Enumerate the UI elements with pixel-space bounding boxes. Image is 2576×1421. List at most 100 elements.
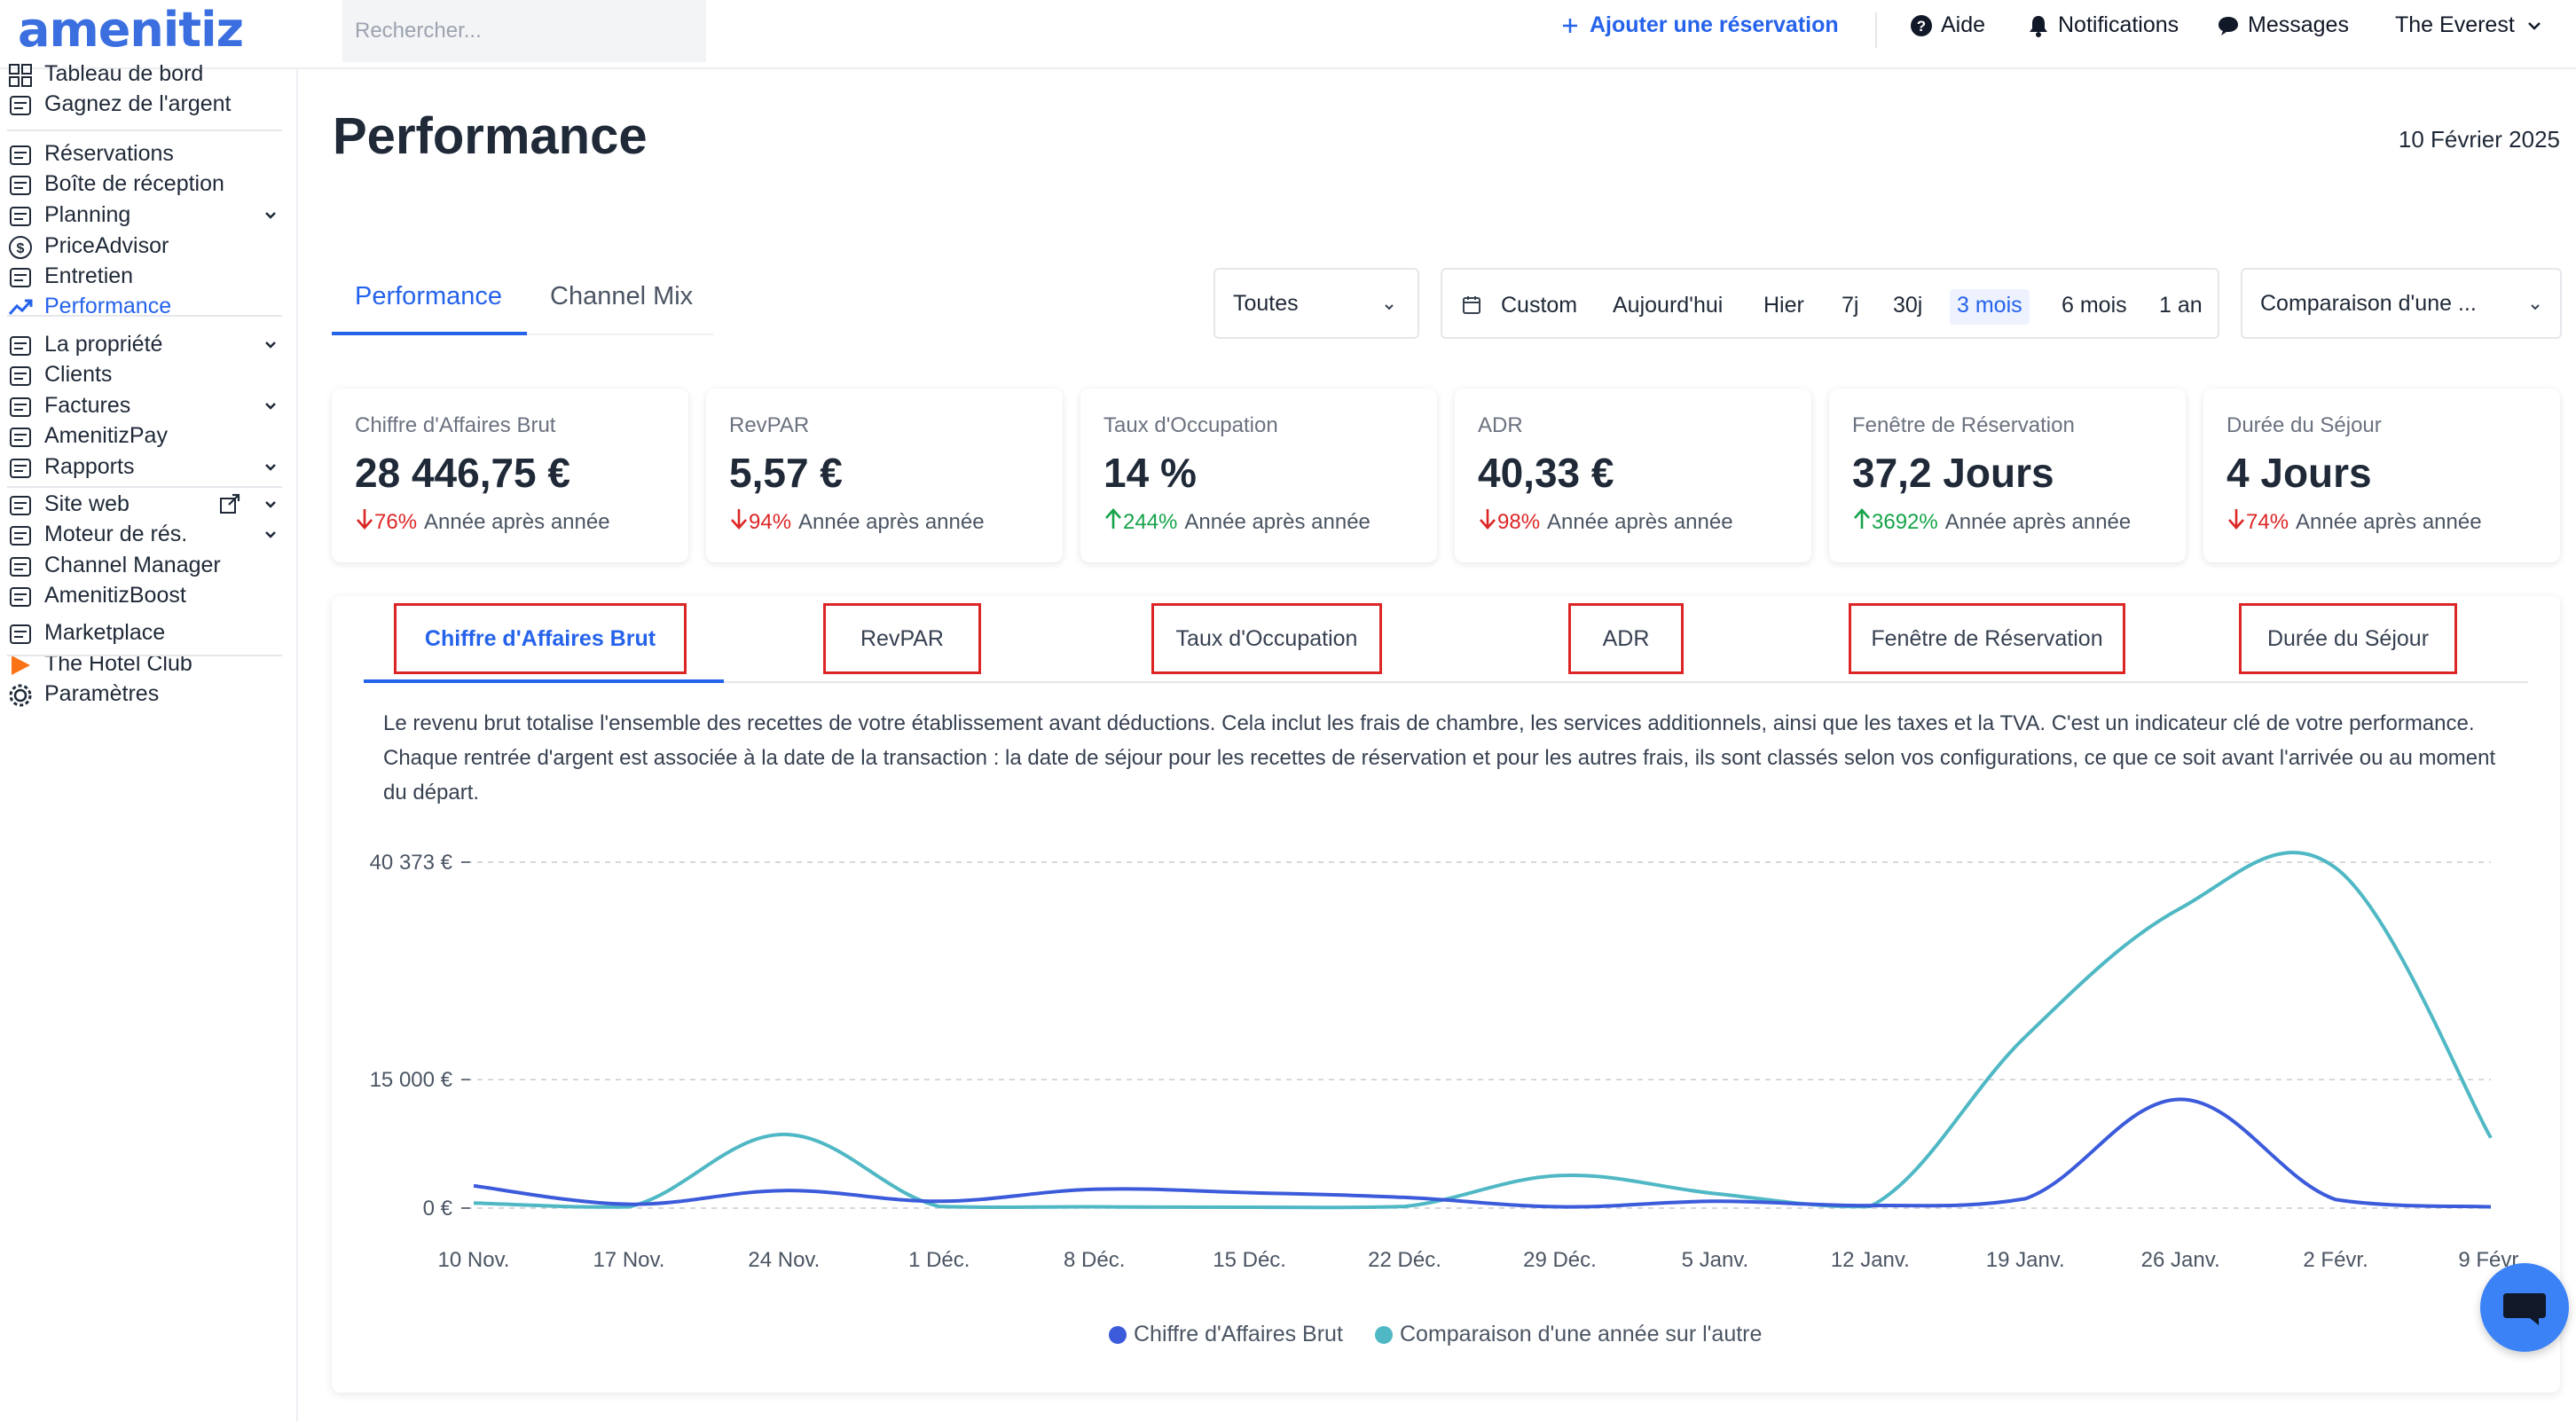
sidebar-item-label: Performance xyxy=(44,294,172,318)
broom-icon xyxy=(7,264,34,291)
series-line-main[interactable] xyxy=(473,1097,2492,1209)
range-1-year[interactable]: 1 an xyxy=(2159,293,2203,318)
add-reservation-button[interactable]: Ajouter une réservation xyxy=(1558,12,1839,38)
megaphone-icon xyxy=(7,92,34,119)
kpi-label: Chiffre d'Affaires Brut xyxy=(355,413,556,437)
notifications-button[interactable]: Notifications xyxy=(2026,12,2179,38)
sidebar-item-clients[interactable]: Clients xyxy=(0,349,296,402)
legend-item-compare[interactable]: Comparaison d'une année sur l'autre xyxy=(1375,1322,1762,1347)
sidebar-item-la-propri-t[interactable]: La propriété xyxy=(0,318,296,372)
series-line-compare[interactable] xyxy=(473,851,2493,1210)
support-chat-button[interactable] xyxy=(2480,1263,2569,1352)
sidebar-item-r-servations[interactable]: Réservations xyxy=(0,128,296,181)
chat-icon xyxy=(2503,1293,2546,1325)
hotel-club-icon xyxy=(7,652,34,679)
y-tick-label: 40 373 € xyxy=(370,851,453,875)
sidebar-item-planning[interactable]: Planning xyxy=(0,189,296,242)
range-30-days[interactable]: 30j xyxy=(1893,293,1923,318)
external-link-icon[interactable] xyxy=(218,492,241,515)
sidebar-item-param-tres[interactable]: Paramètres xyxy=(0,668,296,721)
comparison-select[interactable]: Comparaison d'une ... xyxy=(2241,268,2562,339)
sidebar-item-marketplace[interactable]: Marketplace xyxy=(0,607,296,660)
marketplace-icon xyxy=(7,621,34,648)
range-6-months[interactable]: 6 mois xyxy=(2062,293,2127,318)
help-button[interactable]: ? Aide xyxy=(1909,12,1985,38)
sidebar-item-amenitizpay[interactable]: AmenitizPay xyxy=(0,410,296,463)
kpi-trend: 98% Année après année xyxy=(1478,507,1733,537)
search-input[interactable] xyxy=(342,0,706,62)
x-tick-label: 15 Déc. xyxy=(1213,1248,1286,1272)
calendar-icon xyxy=(7,203,34,230)
metric-tab[interactable]: Taux d'Occupation xyxy=(1151,603,1382,674)
arrow-down-icon xyxy=(1478,507,1497,537)
metric-tab[interactable]: Fenêtre de Réservation xyxy=(1849,603,2125,674)
kpi-trend: 244% Année après année xyxy=(1103,507,1370,537)
sidebar-item-label: Gagnez de l'argent xyxy=(44,91,232,116)
sidebar-item-label: Entretien xyxy=(44,263,134,288)
sidebar-item-bo-te-de-r-ception[interactable]: Boîte de réception xyxy=(0,158,296,211)
sidebar-item-gagnez-de-l-argent[interactable]: Gagnez de l'argent xyxy=(0,78,296,131)
amenitiz-logo[interactable]: amenitiz xyxy=(18,2,244,58)
legend-item-main[interactable]: Chiffre d'Affaires Brut xyxy=(1109,1322,1343,1347)
sidebar-item-amenitizboost[interactable]: AmenitizBoost xyxy=(0,569,296,623)
sidebar-item-tableau-de-bord[interactable]: Tableau de bord xyxy=(0,48,296,101)
kpi-trend: 3692% Année après année xyxy=(1852,507,2131,537)
boost-icon xyxy=(7,584,34,610)
chevron-down-icon xyxy=(2526,296,2544,314)
sidebar-item-priceadvisor[interactable]: $ PriceAdvisor xyxy=(0,220,296,273)
help-label: Aide xyxy=(1941,12,1986,37)
property-switcher[interactable]: The Everest xyxy=(2395,12,2547,38)
range-7-days[interactable]: 7j xyxy=(1842,293,1859,318)
kpi-card[interactable]: Durée du Séjour 4 Jours 74% Année après ann… xyxy=(2203,389,2560,562)
kpi-card[interactable]: RevPAR 5,57 € 94% Année après année xyxy=(706,389,1063,562)
kpi-value: 28 446,75 € xyxy=(355,450,571,496)
sidebar-item-moteur-de-r-s[interactable]: Moteur de rés. xyxy=(0,508,296,561)
sidebar-item-label: Paramètres xyxy=(44,681,160,706)
sidebar-item-label: Tableau de bord xyxy=(44,61,204,86)
sidebar-item-channel-manager[interactable]: Channel Manager xyxy=(0,539,296,593)
dollar-icon: $ xyxy=(7,234,34,261)
calendar-icon[interactable] xyxy=(1462,294,1481,320)
website-icon xyxy=(7,492,34,519)
kpi-percent: 98% xyxy=(1497,509,1541,534)
range-today[interactable]: Aujourd'hui xyxy=(1613,293,1724,318)
x-tick-label: 12 Janv. xyxy=(1831,1248,1910,1272)
range-custom[interactable]: Custom xyxy=(1501,293,1578,318)
add-reservation-label: Ajouter une réservation xyxy=(1590,12,1839,37)
sidebar-item-label: Marketplace xyxy=(44,620,166,645)
metric-tab[interactable]: Chiffre d'Affaires Brut xyxy=(394,603,687,674)
kpi-percent: 74% xyxy=(2246,509,2289,534)
x-tick-label: 17 Nov. xyxy=(593,1248,664,1272)
metric-tab[interactable]: RevPAR xyxy=(823,603,981,674)
sidebar-item-entretien[interactable]: Entretien xyxy=(0,250,296,303)
active-metric-indicator xyxy=(364,679,724,683)
sidebar-item-label: Channel Manager xyxy=(44,553,221,577)
metric-tab[interactable]: Durée du Séjour xyxy=(2239,603,2457,674)
kpi-card[interactable]: ADR 40,33 € 98% Année après année xyxy=(1455,389,1811,562)
range-3-months[interactable]: 3 mois xyxy=(1950,289,2030,325)
kpi-percent: 3692% xyxy=(1872,509,1938,534)
kpi-yoy-label: Année après année xyxy=(1944,509,2132,534)
line-chart: 0 € 15 000 € 40 373 € 10 Nov. 17 Nov. 24 Nov.… xyxy=(370,851,2524,1272)
sidebar-item-performance[interactable]: Performance xyxy=(0,280,296,334)
chat-bubble-icon xyxy=(2216,13,2241,38)
sidebar-divider xyxy=(7,315,282,317)
messages-button[interactable]: Messages xyxy=(2216,12,2349,38)
sidebar-item-site-web[interactable]: Site web xyxy=(0,478,296,531)
chevron-down-icon xyxy=(261,524,280,544)
tab-channel-mix[interactable]: Channel Mix xyxy=(550,282,694,310)
kpi-card[interactable]: Taux d'Occupation 14 % 244% Année après ann… xyxy=(1080,389,1437,562)
topbar-divider xyxy=(1875,12,1877,48)
top-bar: amenitiz Ajouter une réservation ? Aide … xyxy=(0,0,2576,69)
kpi-label: RevPAR xyxy=(729,413,810,437)
range-yesterday[interactable]: Hier xyxy=(1763,293,1804,318)
active-tab-indicator xyxy=(332,332,527,335)
kpi-card[interactable]: Fenêtre de Réservation 37,2 Jours 3692% Ann… xyxy=(1829,389,2186,562)
kpi-card[interactable]: Chiffre d'Affaires Brut 28 446,75 € 76% Ann… xyxy=(332,389,688,562)
sidebar-item-rapports[interactable]: Rapports xyxy=(0,441,296,494)
sidebar-item-factures[interactable]: Factures xyxy=(0,380,296,433)
arrow-down-icon xyxy=(355,507,374,537)
tab-performance[interactable]: Performance xyxy=(355,282,503,310)
channel-filter-select[interactable]: Toutes xyxy=(1213,268,1419,339)
metric-tab[interactable]: ADR xyxy=(1568,603,1684,674)
